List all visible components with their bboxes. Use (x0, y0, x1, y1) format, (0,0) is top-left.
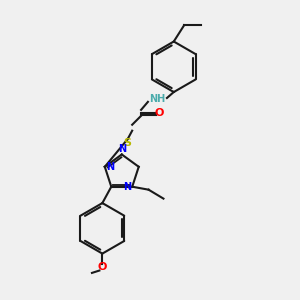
Text: O: O (98, 262, 107, 272)
Text: S: S (124, 138, 132, 148)
Text: N: N (118, 144, 126, 154)
Text: O: O (154, 108, 164, 118)
Text: N: N (123, 182, 131, 192)
Text: NH: NH (149, 94, 166, 104)
Text: N: N (106, 162, 114, 172)
